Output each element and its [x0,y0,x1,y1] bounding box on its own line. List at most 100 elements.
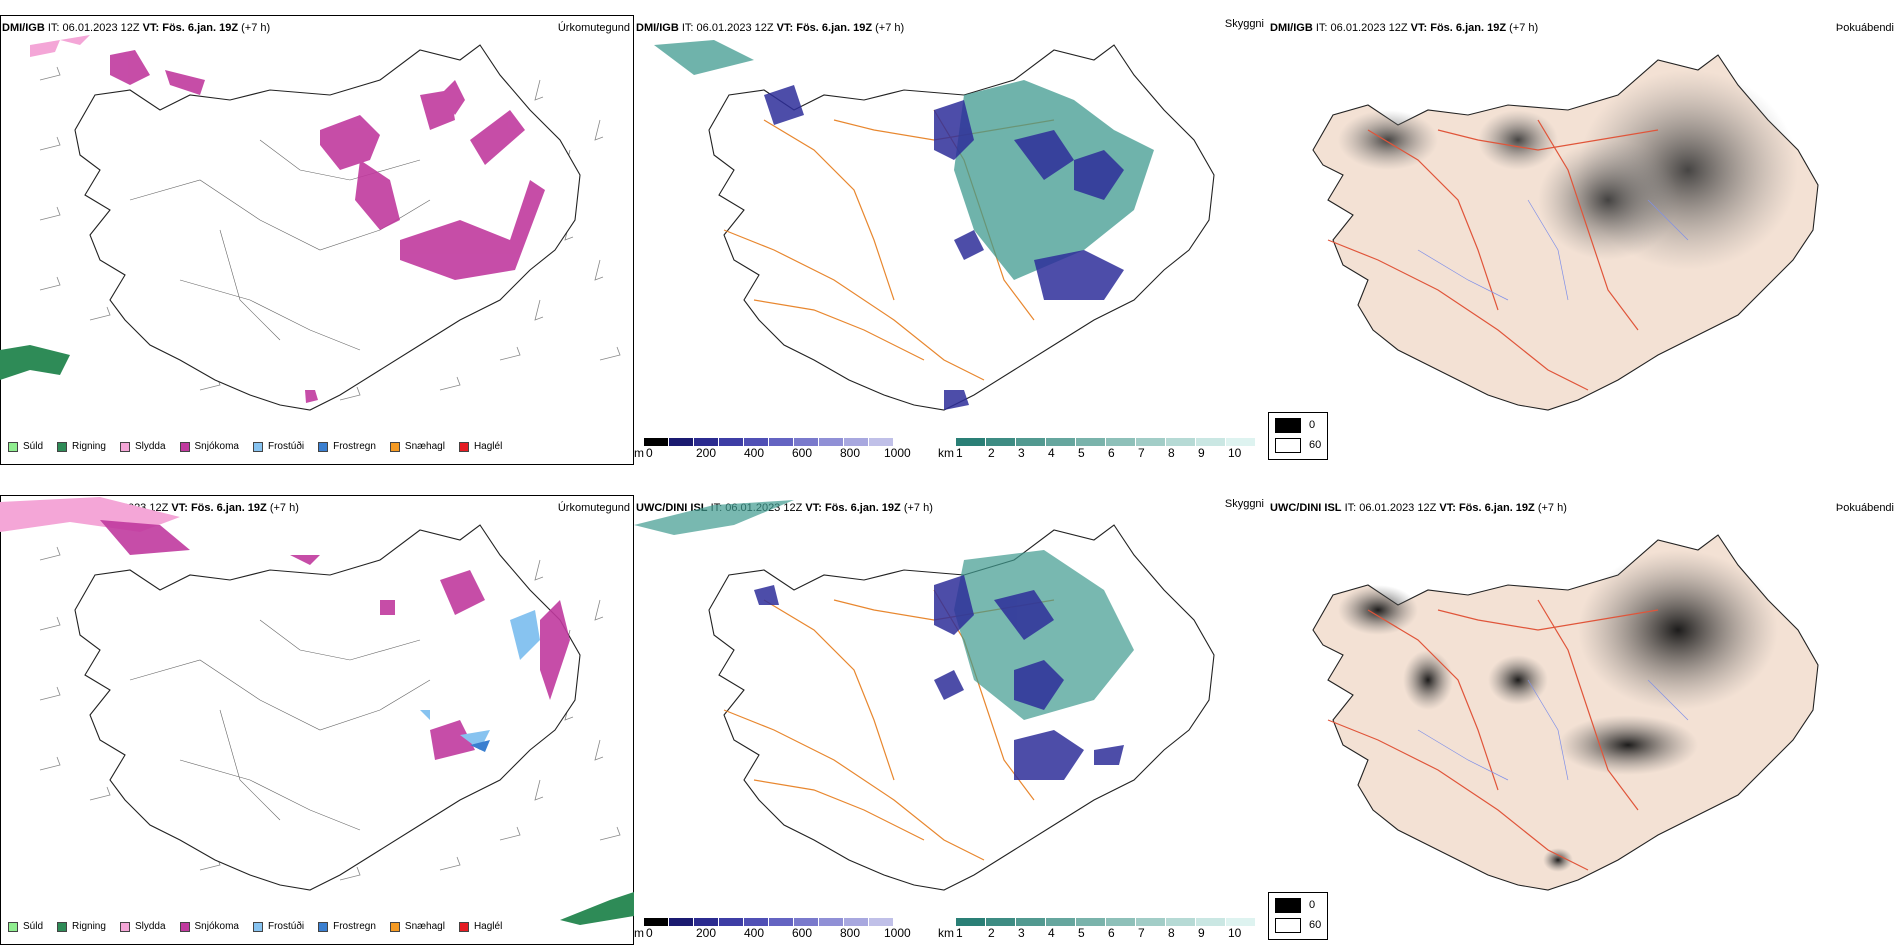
legend-swatch [57,921,68,932]
it-value: 06.01.2023 12Z [62,22,140,34]
legend-item: Slydda [119,441,166,452]
tick-label: 2 [988,926,995,940]
map-frame [0,15,634,465]
tick-label: 2 [988,446,995,460]
legend-swatch [8,441,18,452]
legend-item: Súld [8,441,43,452]
legend-label: Frostregn [333,921,376,932]
legend-swatch [318,441,329,452]
fog-panel-dmi: DMI/IGB IT: 06.01.2023 12Z VT: Fös. 6.ja… [1268,0,1900,465]
legend-item: Frostúði [252,441,305,452]
legend-item: Snjókoma [179,921,239,932]
legend-item: Súld [8,921,43,932]
fog-swatch-low [1275,438,1301,453]
ceiling-ticks: m 0 200 400 600 800 1000 [634,926,911,942]
tick-label: 800 [840,926,861,940]
legend-label: Rigning [72,441,106,452]
legend-swatch [179,921,190,932]
legend-label: Súld [23,441,44,452]
tick-label: 1 [956,926,963,940]
iceland-map-fog [1312,54,1819,411]
legend-label: Slydda [134,921,166,932]
legend-swatch [458,441,469,452]
vt-label: VT: [142,22,160,34]
fog-panel-uwc: UWC/DINI ISL IT: 06.01.2023 12Z VT: Fös.… [1268,480,1900,945]
tick-label: 9 [1198,926,1205,940]
tick-label: 400 [744,446,765,460]
legend-item: Snæhagl [389,441,445,452]
iceland-outline [74,524,581,891]
offset: (+7 h) [1537,502,1567,514]
legend-label: Snjókoma [194,441,239,452]
legend-label: Snæhagl [404,921,445,932]
tick-label: 7 [1138,926,1145,940]
legend-item: Haglél [458,441,502,452]
legend-swatch [119,441,130,452]
precip-type-panel-uwc: UWC/DINI ISL IT: 06.01.2023 12Z VT: Fös.… [0,480,634,945]
rain-areas [0,345,70,380]
vt-label: VT: [1410,22,1428,34]
vt-label: VT: [1439,502,1456,514]
offset: (+7 h) [903,502,933,514]
roads [1327,599,1659,871]
tick-label: 1 [956,446,963,460]
tick-label: 200 [696,926,717,940]
light-snow-areas [30,35,90,57]
visibility-bar [956,918,1256,926]
legend-label: Rigning [72,921,106,932]
it-label: IT: [681,22,694,34]
vt-label: VT: [776,22,794,34]
field-name: Þokuábendi [1835,502,1894,514]
tick-label: 3 [1018,446,1025,460]
ceiling-ticks: m 0 200 400 600 800 1000 [634,446,911,462]
ceiling-unit: m [634,446,644,460]
tick-label: 6 [1108,446,1115,460]
tick-label: 10 [1228,926,1242,940]
legend-swatch [389,441,400,452]
legend-label: Súld [23,921,44,932]
model-name: UWC/DINI ISL [1270,502,1342,514]
iceland-map-visibility [654,40,1215,411]
model-name: DMI/IGB [2,22,45,34]
vt-value: Fös. 6.jan. 19Z [1458,502,1535,514]
field-name: Úrkomutegund [557,502,630,514]
it-label: IT: [1344,502,1357,514]
field-name: Skyggni [1224,498,1264,510]
fog-swatch-high [1275,898,1301,913]
visibility-areas [654,40,1154,280]
legend-label: Frostregn [333,441,376,452]
ceiling-areas [754,575,1124,780]
tick-label: 3 [1018,926,1025,940]
tick-label: 5 [1078,926,1085,940]
model-name: DMI/IGB [1270,22,1313,34]
vt-value: Fös. 6.jan. 19Z [162,22,239,34]
fog-legend: 0 60 [1268,892,1328,940]
vt-label: VT: [171,502,188,514]
rivers [1417,679,1689,781]
model-name: DMI/IGB [636,22,679,34]
fog-label-low: 60 [1309,919,1322,931]
ceiling-bar [644,438,894,446]
visibility-panel-dmi: DMI/IGB IT: 06.01.2023 12Z VT: Fös. 6.ja… [634,0,1268,465]
legend-item: Haglél [458,921,502,932]
legend-swatch [252,921,263,932]
tick-label: 800 [840,446,861,460]
visibility-unit: km [938,926,954,940]
freezing-rain-areas [470,740,490,752]
vt-label: VT: [805,502,822,514]
tick-label: 8 [1168,926,1175,940]
tick-label: 8 [1168,446,1175,460]
legend-label: Frostúði [267,441,305,452]
legend-swatch [318,921,329,932]
legend-swatch [389,921,400,932]
legend-item: Snjókoma [179,441,239,452]
precip-legend: Súld Rigning Slydda Snjókoma Frostúði Fr… [8,441,516,452]
visibility-ticks: km 1 2 3 4 5 6 7 8 9 10 [938,446,1254,462]
snow-areas [110,50,545,403]
tick-label: 10 [1228,446,1242,460]
it-label: IT: [1315,22,1328,34]
legend-item: Frostúði [252,921,304,932]
tick-label: 6 [1108,926,1115,940]
legend-item: Snæhagl [389,921,445,932]
panel-title: DMI/IGB IT: 06.01.2023 12Z VT: Fös. 6.ja… [2,22,270,34]
